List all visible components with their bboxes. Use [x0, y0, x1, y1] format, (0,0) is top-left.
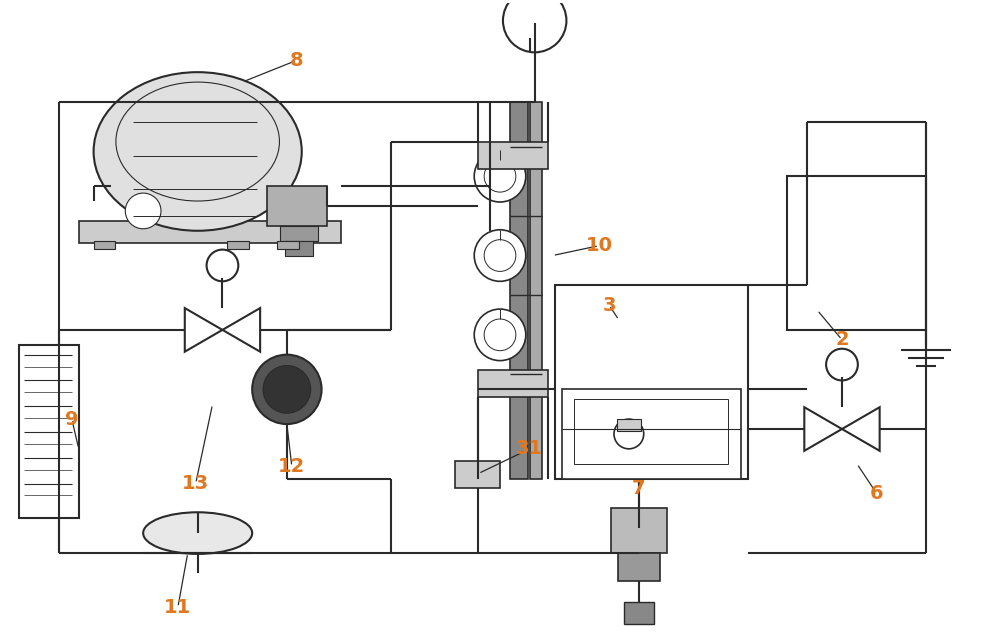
Text: 3: 3 — [602, 295, 616, 314]
Circle shape — [484, 319, 516, 351]
Text: 10: 10 — [586, 236, 613, 255]
Bar — [617, 419, 641, 431]
Bar — [227, 241, 249, 249]
Text: 6: 6 — [870, 484, 883, 503]
Circle shape — [826, 349, 858, 380]
Bar — [787, 176, 926, 330]
Bar — [562, 389, 741, 479]
Circle shape — [125, 193, 161, 229]
Bar — [455, 461, 500, 488]
Bar — [555, 285, 748, 479]
Bar — [280, 226, 318, 241]
Text: 8: 8 — [290, 51, 304, 70]
Circle shape — [614, 419, 644, 449]
Circle shape — [474, 150, 526, 202]
Bar — [285, 241, 313, 256]
Circle shape — [474, 309, 526, 361]
Bar — [79, 221, 341, 243]
Text: 13: 13 — [182, 474, 209, 493]
Text: 12: 12 — [278, 457, 305, 476]
Circle shape — [263, 366, 311, 413]
Circle shape — [503, 0, 566, 53]
Text: 11: 11 — [164, 598, 191, 617]
Circle shape — [252, 354, 322, 424]
Bar — [611, 508, 667, 553]
Text: 9: 9 — [65, 410, 79, 429]
Bar — [510, 102, 528, 479]
Bar — [574, 399, 728, 463]
Bar — [530, 102, 542, 479]
Bar — [94, 241, 115, 249]
Circle shape — [474, 230, 526, 281]
Text: 31: 31 — [516, 439, 543, 458]
Bar — [277, 241, 299, 249]
Bar — [19, 345, 79, 518]
Bar — [624, 602, 654, 624]
Bar — [478, 141, 548, 169]
Circle shape — [484, 240, 516, 271]
Circle shape — [207, 250, 238, 281]
Circle shape — [484, 160, 516, 192]
Ellipse shape — [94, 72, 302, 231]
Text: 7: 7 — [632, 479, 646, 498]
Ellipse shape — [143, 512, 252, 554]
Text: 2: 2 — [835, 330, 849, 349]
Bar — [478, 370, 548, 398]
Bar — [618, 553, 660, 581]
Bar — [267, 186, 327, 226]
